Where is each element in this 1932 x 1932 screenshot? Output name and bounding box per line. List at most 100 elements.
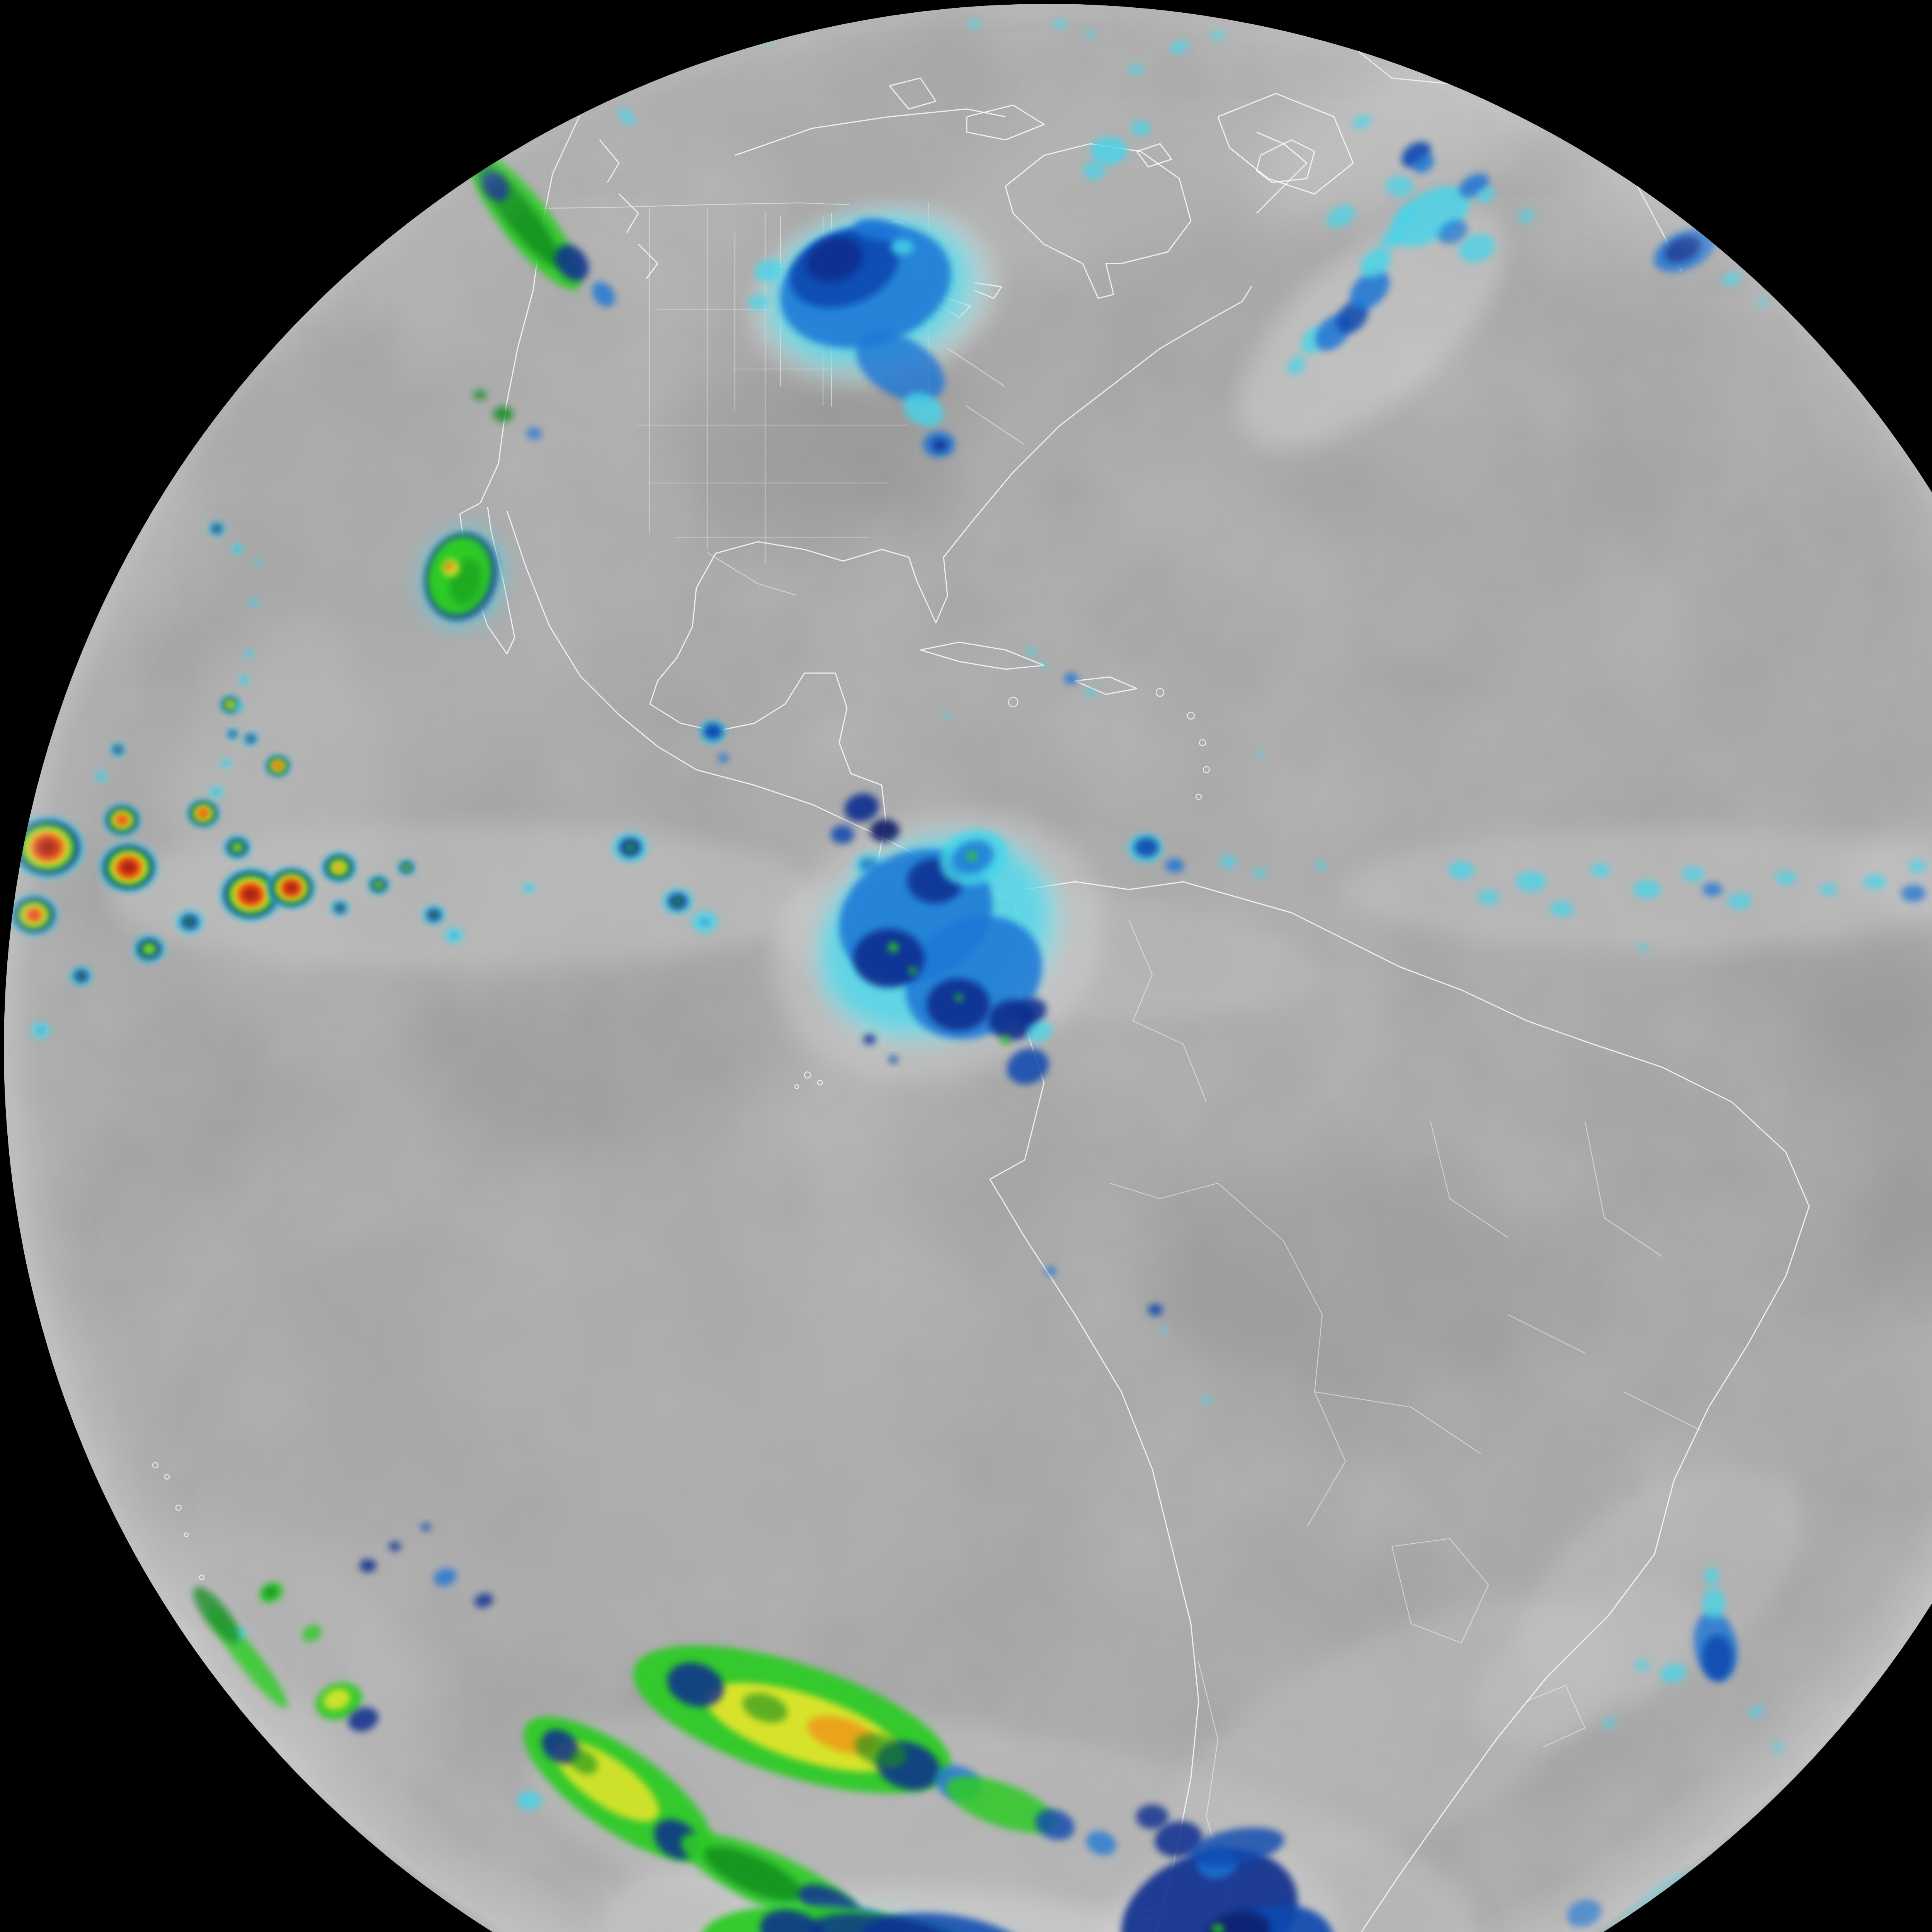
precip-patch bbox=[1637, 944, 1649, 951]
precip-patch bbox=[1086, 689, 1095, 696]
precip-patch bbox=[1026, 648, 1036, 655]
precip-patch bbox=[1682, 866, 1705, 882]
precip-cell bbox=[243, 888, 258, 901]
cloud-blob bbox=[1151, 1151, 1553, 1399]
precip-cell bbox=[257, 561, 259, 563]
precip-patch bbox=[863, 1034, 876, 1044]
precip-cell bbox=[243, 679, 246, 681]
island-outline bbox=[134, 1711, 138, 1714]
precip-cell bbox=[186, 919, 193, 925]
cloud-blob bbox=[981, 672, 1260, 796]
precip-patch bbox=[1702, 1634, 1733, 1681]
precip-cell bbox=[405, 866, 409, 869]
precip-cell bbox=[527, 887, 530, 889]
satellite-globe-svg bbox=[0, 0, 1932, 1932]
precip-cell bbox=[231, 733, 234, 736]
precip-patch bbox=[909, 967, 917, 975]
precip-cell bbox=[215, 527, 219, 531]
precip-patch bbox=[1901, 885, 1926, 902]
precip-cell bbox=[236, 548, 239, 551]
precip-patch bbox=[1704, 1567, 1719, 1586]
precip-cell bbox=[253, 602, 255, 604]
precip-patch bbox=[1131, 121, 1151, 136]
precip-patch bbox=[526, 427, 542, 440]
precip-patch bbox=[473, 389, 487, 400]
precip-patch bbox=[888, 942, 898, 952]
precip-patch bbox=[1863, 874, 1886, 889]
precip-cell bbox=[238, 706, 240, 708]
precip-cell bbox=[116, 748, 120, 751]
precip-patch bbox=[1727, 893, 1752, 910]
precip-cell bbox=[234, 845, 240, 850]
precip-cell bbox=[431, 913, 437, 917]
precip-patch bbox=[421, 1523, 431, 1531]
precip-cell bbox=[78, 974, 84, 978]
precip-patch bbox=[1699, 58, 1718, 73]
cloud-blob bbox=[398, 962, 723, 1163]
precip-patch bbox=[889, 1056, 898, 1063]
precip-cell bbox=[335, 864, 343, 871]
precip-cell bbox=[117, 816, 126, 824]
precip-patch bbox=[472, 142, 484, 153]
precip-cell bbox=[674, 898, 681, 905]
precip-patch bbox=[870, 819, 900, 842]
precip-cell bbox=[376, 883, 381, 887]
precip-patch bbox=[1702, 883, 1723, 896]
precip-cell bbox=[145, 946, 153, 952]
precip-patch bbox=[927, 978, 990, 1031]
precip-patch bbox=[1633, 880, 1661, 899]
precip-cell bbox=[275, 763, 281, 768]
cloud-blob bbox=[1368, 498, 1646, 661]
precip-patch bbox=[1083, 162, 1106, 180]
precip-patch bbox=[1386, 175, 1413, 197]
precip-patch bbox=[493, 406, 513, 422]
precip-patch bbox=[389, 1542, 401, 1551]
precip-patch bbox=[1315, 861, 1328, 870]
precip-patch bbox=[1478, 889, 1499, 905]
precip-patch bbox=[1819, 883, 1838, 896]
precip-patch bbox=[1634, 1660, 1650, 1671]
precip-patch bbox=[718, 754, 728, 762]
precip-patch bbox=[1253, 868, 1267, 878]
precip-cell bbox=[286, 883, 297, 893]
precip-patch bbox=[1448, 861, 1475, 879]
precip-patch bbox=[1257, 751, 1264, 757]
precip-patch bbox=[1134, 837, 1159, 857]
precip-patch bbox=[1550, 900, 1573, 917]
precip-patch bbox=[1165, 859, 1184, 872]
precip-cell bbox=[38, 1028, 43, 1032]
precip-patch bbox=[1220, 855, 1237, 868]
precip-patch bbox=[517, 1791, 542, 1810]
precip-cell bbox=[452, 934, 456, 937]
precip-patch bbox=[748, 294, 768, 310]
precip-patch bbox=[955, 994, 963, 1002]
precip-patch bbox=[1136, 1804, 1168, 1829]
precip-patch bbox=[1702, 1588, 1725, 1619]
precip-cell bbox=[199, 810, 207, 816]
precip-cell bbox=[249, 737, 253, 740]
precip-patch bbox=[474, 145, 493, 164]
precip-cell bbox=[338, 906, 342, 910]
precip-cell bbox=[215, 791, 218, 793]
precip-patch bbox=[359, 1559, 376, 1572]
precip-patch bbox=[1040, 662, 1048, 668]
precip-cell bbox=[702, 919, 708, 925]
precip-patch bbox=[891, 240, 914, 255]
precip-patch bbox=[932, 439, 947, 451]
precip-patch bbox=[1128, 64, 1144, 75]
precip-patch bbox=[1590, 863, 1611, 877]
precip-patch bbox=[1908, 860, 1927, 872]
precip-patch bbox=[1202, 1396, 1211, 1403]
precip-patch bbox=[944, 713, 951, 719]
precip-cell bbox=[248, 653, 250, 655]
precip-patch bbox=[1775, 871, 1797, 885]
precip-patch bbox=[1148, 1304, 1163, 1316]
precip-patch bbox=[1515, 872, 1546, 892]
precip-cell bbox=[225, 762, 228, 764]
precip-cell bbox=[122, 862, 136, 874]
precip-patch bbox=[831, 825, 854, 844]
satellite-fulldisk-view bbox=[0, 0, 1932, 1932]
precip-patch bbox=[1160, 1327, 1168, 1333]
precip-cell bbox=[626, 844, 634, 851]
precip-patch bbox=[1001, 1036, 1010, 1045]
